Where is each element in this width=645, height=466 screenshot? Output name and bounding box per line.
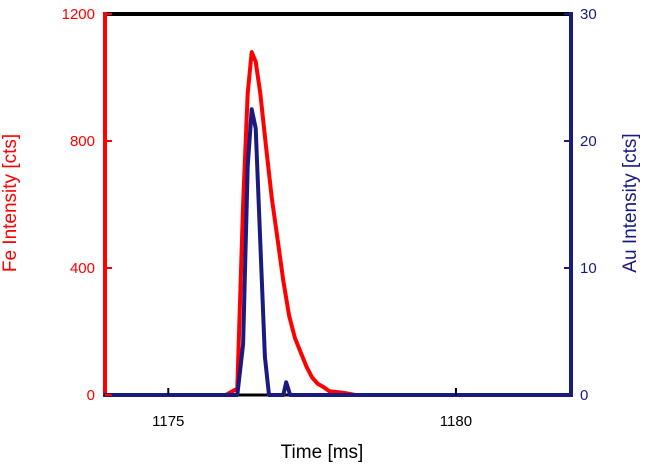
axes-group bbox=[103, 12, 573, 397]
y-left-tick-label: 400 bbox=[70, 260, 95, 277]
y-axis-left-label: Fe Intensity [cts] bbox=[0, 134, 21, 272]
series-line-fe bbox=[103, 50, 573, 397]
y-left-tick-label: 800 bbox=[70, 133, 95, 150]
y-right-tick-label: 20 bbox=[580, 133, 597, 150]
y-right-tick-label: 10 bbox=[580, 260, 597, 277]
series-line-au bbox=[103, 107, 573, 397]
x-tick-label: 1175 bbox=[152, 413, 184, 430]
x-tick-label: 1180 bbox=[440, 413, 472, 430]
y-left-tick-label: 0 bbox=[87, 387, 95, 404]
series-group bbox=[103, 50, 573, 397]
y-right-tick-label: 30 bbox=[580, 6, 597, 23]
ticks-group: 0 400 800 1200 0 10 20 30 1175 1180 bbox=[62, 6, 597, 430]
y-axis-right-label: Au Intensity [cts] bbox=[620, 133, 641, 272]
x-axis-label: Time [ms] bbox=[281, 442, 364, 463]
y-left-tick-label: 1200 bbox=[62, 6, 95, 23]
y-right-tick-label: 0 bbox=[580, 387, 588, 404]
